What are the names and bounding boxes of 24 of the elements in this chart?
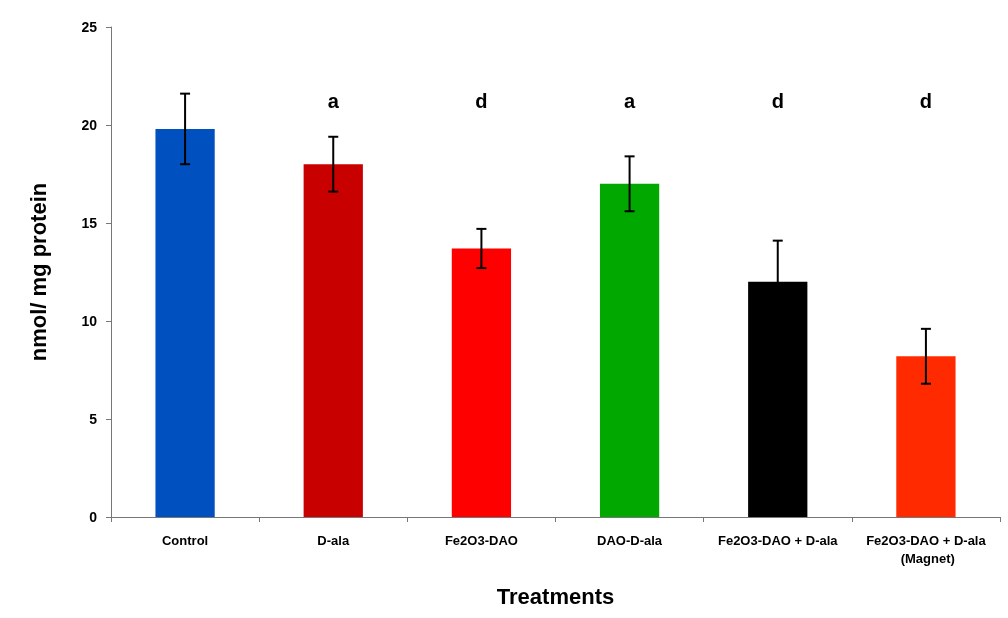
y-tick-label: 15 bbox=[81, 215, 98, 231]
annotation: d bbox=[475, 90, 488, 112]
y-tick-label: 0 bbox=[89, 509, 98, 525]
annotation: d bbox=[771, 90, 784, 112]
bar bbox=[451, 248, 512, 517]
x-axis-title: Treatments bbox=[496, 583, 615, 609]
y-tick-label: 25 bbox=[81, 19, 98, 35]
x-tick-label: Fe2O3-DAO + D-ala (Magnet) bbox=[866, 532, 987, 566]
x-tick-label: Fe2O3-DAO + D-ala bbox=[717, 532, 839, 548]
annotation: d bbox=[919, 90, 933, 112]
y-tick-label: 10 bbox=[81, 313, 98, 329]
x-tick-label: D-ala bbox=[317, 532, 350, 548]
y-axis-title: nmol/ mg protein bbox=[25, 182, 51, 362]
x-tick-label: DAO-D-ala bbox=[597, 532, 663, 548]
bar bbox=[599, 183, 660, 517]
bar bbox=[896, 356, 956, 517]
y-tick-label: 20 bbox=[81, 117, 98, 133]
annotation: a bbox=[327, 90, 340, 112]
bar bbox=[303, 164, 363, 517]
bar bbox=[155, 128, 215, 517]
x-tick-label: Fe2O3-DAO bbox=[444, 532, 518, 548]
y-tick-label: 5 bbox=[89, 411, 98, 427]
x-tick-label: Control bbox=[161, 532, 209, 548]
annotation: a bbox=[624, 90, 637, 112]
